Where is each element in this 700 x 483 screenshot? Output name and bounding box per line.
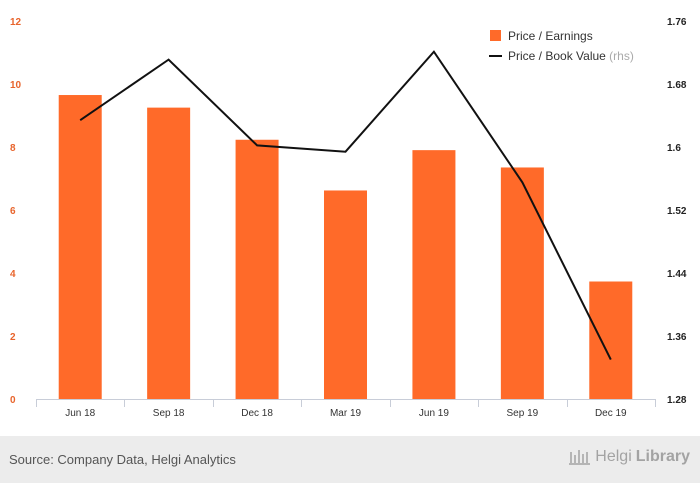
x-tick-label: Sep 18 bbox=[153, 408, 185, 419]
bar bbox=[589, 281, 633, 399]
legend: Price / Earnings Price / Book Value (rhs… bbox=[489, 29, 634, 63]
legend-label-price-earnings: Price / Earnings bbox=[508, 29, 593, 43]
line-series-price-book-value bbox=[79, 50, 612, 361]
legend-rhs-suffix: (rhs) bbox=[609, 49, 634, 63]
x-tick-label: Dec 19 bbox=[595, 408, 627, 419]
bar bbox=[147, 107, 191, 399]
left-tick-label: 2 bbox=[10, 332, 16, 343]
line-path bbox=[79, 50, 612, 361]
left-tick-label: 6 bbox=[10, 206, 16, 217]
bar bbox=[324, 190, 367, 399]
source-note: Source: Company Data, Helgi Analytics bbox=[9, 452, 236, 467]
footer: Source: Company Data, Helgi Analytics He… bbox=[0, 436, 700, 483]
right-tick-label: 1.52 bbox=[667, 206, 687, 217]
right-tick-label: 1.28 bbox=[667, 395, 687, 406]
bar bbox=[412, 150, 456, 399]
right-tick-label: 1.68 bbox=[667, 80, 687, 91]
combo-chart: 0 2 4 6 8 10 12 1.28 1.36 1.44 1.52 1.6 1.68 1.76 Ju… bbox=[10, 17, 687, 419]
helgi-library-logo[interactable]: Helgi Library bbox=[569, 448, 690, 466]
legend-item-price-earnings[interactable]: Price / Earnings bbox=[490, 29, 593, 43]
right-tick-label: 1.36 bbox=[667, 332, 687, 343]
x-tick-label: Mar 19 bbox=[330, 408, 362, 419]
left-tick-label: 10 bbox=[10, 80, 22, 91]
bar bbox=[500, 167, 544, 399]
x-axis: Jun 18 Sep 18 Dec 18 Mar 19 Jun 19 Sep 19 Dec … bbox=[36, 399, 656, 419]
left-tick-label: 0 bbox=[10, 395, 16, 406]
legend-swatch-bar bbox=[490, 30, 501, 41]
left-axis: 0 2 4 6 8 10 12 bbox=[10, 17, 22, 406]
x-tick-label: Sep 19 bbox=[507, 408, 539, 419]
legend-label-price-book-value: Price / Book Value (rhs) bbox=[508, 49, 634, 63]
bar bbox=[58, 95, 102, 400]
left-tick-label: 4 bbox=[10, 269, 16, 280]
bar bbox=[235, 139, 279, 399]
brand-library: Library bbox=[635, 448, 690, 465]
right-tick-label: 1.6 bbox=[667, 143, 681, 154]
x-tick-label: Jun 18 bbox=[65, 408, 95, 419]
x-tick-label: Jun 19 bbox=[419, 408, 449, 419]
legend-item-price-book-value[interactable]: Price / Book Value (rhs) bbox=[489, 49, 634, 63]
right-tick-label: 1.44 bbox=[667, 269, 687, 280]
right-tick-label: 1.76 bbox=[667, 17, 687, 28]
left-tick-label: 12 bbox=[10, 17, 22, 28]
library-building-icon bbox=[569, 450, 591, 465]
right-axis: 1.28 1.36 1.44 1.52 1.6 1.68 1.76 bbox=[667, 17, 687, 406]
bar-series-price-earnings bbox=[58, 95, 633, 400]
brand-helgi: Helgi bbox=[595, 448, 632, 465]
x-tick-label: Dec 18 bbox=[241, 408, 273, 419]
left-tick-label: 8 bbox=[10, 143, 16, 154]
